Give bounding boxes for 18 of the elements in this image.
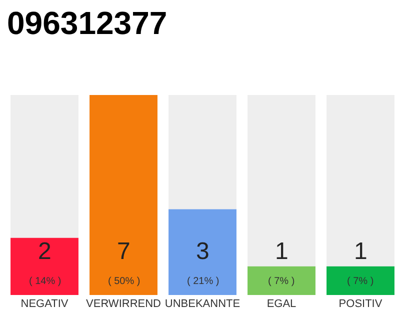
data-label: 2 [38, 238, 52, 265]
annotation: ( 7% ) [347, 276, 374, 287]
data-label: 1 [354, 238, 368, 265]
x-tick-label: NEGATIV [20, 298, 69, 310]
annotation: ( 7% ) [268, 276, 295, 287]
data-label: 7 [117, 238, 130, 265]
bar [326, 266, 394, 295]
x-tick-label: EGAL [266, 298, 296, 310]
annotation: ( 50% ) [108, 276, 140, 287]
annotation: ( 21% ) [187, 276, 220, 287]
bar [248, 266, 316, 295]
data-label: 1 [275, 238, 288, 265]
data-label: 3 [196, 238, 210, 265]
annotation: ( 14% ) [29, 276, 62, 287]
x-tick-label: POSITIV [338, 298, 383, 310]
x-tick-label: UNBEKANNTE [164, 298, 240, 310]
x-tick-label: VERWIRREND [86, 298, 162, 310]
chart-title: 096312377 [7, 5, 168, 41]
